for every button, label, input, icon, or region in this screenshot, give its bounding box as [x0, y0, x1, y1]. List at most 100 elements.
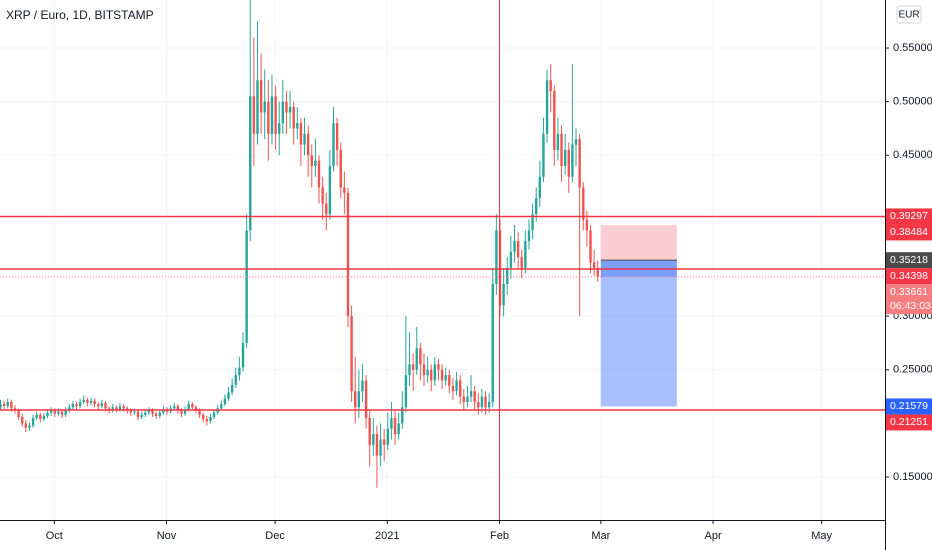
candle-body: [455, 380, 458, 392]
candle-body: [364, 380, 368, 419]
x-tick-label: Apr: [705, 530, 722, 542]
x-tick-label: 2021: [375, 530, 399, 542]
candle-body: [162, 409, 165, 413]
candle-body: [57, 411, 60, 414]
candle-body: [386, 428, 390, 445]
candle-body: [477, 401, 480, 408]
candle-body: [115, 407, 118, 410]
candle-body: [372, 434, 375, 445]
candle-body: [173, 406, 176, 409]
candle-body: [343, 187, 346, 193]
candle-body: [75, 404, 78, 407]
x-tick-label: Oct: [46, 530, 63, 542]
candle-body: [39, 414, 42, 420]
candle-body: [426, 369, 429, 376]
candle-body: [346, 192, 350, 317]
candle-body: [24, 423, 28, 428]
candle-body: [201, 414, 205, 420]
candle-body: [144, 412, 147, 415]
candle-body: [451, 385, 455, 392]
candle-body: [538, 176, 542, 199]
candle-body: [256, 80, 259, 134]
candle-body: [205, 419, 209, 422]
candle-body: [104, 403, 107, 409]
candle-body: [542, 133, 545, 177]
price-label: 0.39297: [890, 210, 928, 222]
candle-body: [433, 364, 437, 381]
candle-body: [545, 80, 549, 134]
candle-body: [82, 399, 85, 402]
candle-body: [563, 149, 567, 167]
candle-body: [93, 400, 96, 405]
candle-body: [212, 412, 216, 417]
currency-button[interactable]: [896, 5, 922, 24]
candle-body: [0, 404, 2, 408]
candle-body: [480, 396, 484, 408]
candle-body: [390, 418, 393, 429]
y-tick-label: 0.15000: [893, 471, 932, 483]
candle-body: [42, 415, 46, 420]
candle-body: [466, 396, 469, 402]
candle-body: [263, 101, 266, 113]
candle-body: [393, 418, 397, 435]
candle-body: [28, 425, 31, 428]
axes: 0.550000.500000.450000.300000.250000.150…: [46, 42, 932, 542]
candle-body: [516, 241, 520, 258]
candle-body: [53, 410, 56, 414]
candle-body: [578, 139, 581, 188]
price-label-box: [886, 284, 932, 315]
candle-body: [187, 404, 190, 410]
candle-body: [430, 369, 433, 381]
price-label-box: [886, 208, 932, 225]
candle-body: [296, 123, 299, 129]
currency-label[interactable]: EUR: [898, 10, 919, 21]
candle-body: [379, 439, 382, 456]
candle-body: [281, 101, 285, 124]
candle-body: [49, 410, 53, 413]
candle-body: [317, 160, 321, 188]
candle-body: [267, 101, 270, 134]
candle-body: [549, 80, 552, 91]
x-tick-label: Nov: [157, 530, 177, 542]
candle-body: [321, 187, 324, 204]
y-tick-label: 0.50000: [893, 96, 932, 108]
candle-body: [71, 404, 75, 408]
candle-body: [285, 101, 288, 113]
candle-body: [183, 409, 187, 414]
candle-body: [223, 398, 227, 405]
candle-body: [473, 391, 476, 402]
x-tick-label: Dec: [265, 530, 285, 542]
candle-body: [234, 375, 237, 385]
candle-body: [332, 123, 335, 167]
candle-body: [484, 396, 487, 408]
candle-body: [17, 410, 20, 417]
candle-body: [2, 404, 6, 407]
candle-body: [495, 230, 498, 284]
price-label: 0.38484: [890, 226, 928, 238]
candle-body: [151, 410, 154, 414]
price-label: 0.33661: [890, 286, 928, 298]
candle-body: [278, 123, 281, 134]
candle-body: [86, 399, 89, 404]
stop-zone: [600, 225, 677, 261]
candle-body: [10, 401, 13, 409]
candle-body: [299, 123, 303, 145]
x-tick-label: May: [811, 530, 832, 542]
candle-body: [506, 267, 509, 284]
candle-body: [64, 410, 67, 415]
candle-body: [375, 434, 379, 456]
price-label-box: [886, 398, 932, 415]
candle-body: [97, 404, 100, 407]
candle-body: [571, 144, 574, 177]
candle-body: [419, 348, 422, 365]
price-label: 0.21251: [890, 416, 928, 428]
candle-body: [582, 187, 585, 220]
candle-body: [328, 166, 332, 215]
candle-body: [520, 257, 523, 268]
candle-body: [209, 416, 212, 422]
candle-body: [259, 80, 263, 113]
candle-body: [133, 411, 136, 413]
candle-body: [147, 410, 151, 413]
